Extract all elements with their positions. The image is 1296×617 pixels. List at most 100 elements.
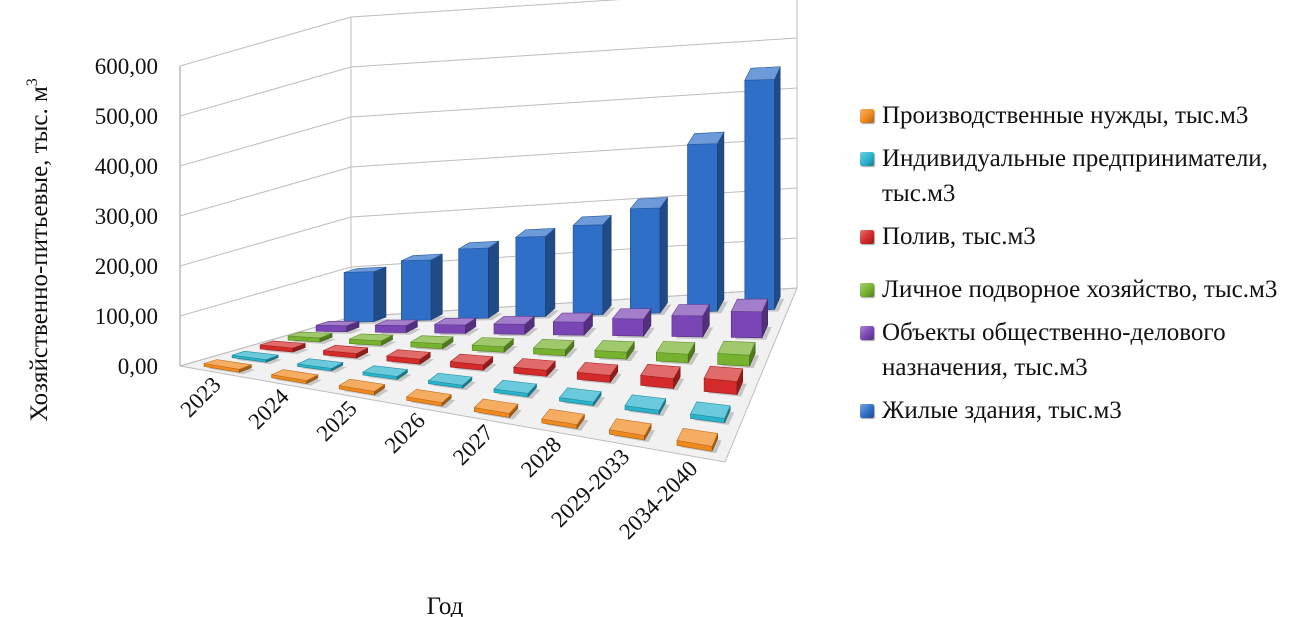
bar-top [686,131,725,145]
bar-top [744,66,781,81]
legend-item: Производственные нужды, тыс.м3 [858,98,1288,133]
bar-top [362,365,409,377]
bar-top [385,349,432,360]
bar-front [629,207,661,315]
bar-front [343,271,375,323]
bar-front [671,315,704,338]
bar-front [552,321,585,336]
bar [611,307,655,339]
bar [558,387,606,408]
bar-top [322,344,369,354]
bar-top [473,398,519,414]
bar [427,372,476,391]
bar-top [344,266,387,273]
bar [594,340,639,362]
x-tick-label: 2024 [244,384,295,435]
bar [362,365,412,382]
bar [270,369,322,386]
bar [385,349,435,367]
bar [315,320,363,334]
bar-front [400,259,432,322]
y-axis-title-text: Хозяйственно-питьевые, тыс. м [26,86,53,422]
gridline [179,137,798,217]
legend-label: Индивидуальные предприниматели, тыс.м3 [882,145,1268,207]
bar [703,365,747,397]
bar-top [608,418,652,436]
bar-front [458,247,489,320]
bar [624,394,670,417]
x-tick-label: 2025 [312,396,362,446]
bar-side [373,266,387,323]
bar [640,363,685,391]
legend: Производственные нужды, тыс.м3 Индивидуал… [858,98,1288,436]
bar [576,362,622,385]
bar [513,358,560,379]
x-tick-label: 2028 [516,432,566,482]
bar [296,358,347,373]
bar-top [541,408,585,426]
y-axis-ticks: 0,00 100,00 200,00 300,00 400,00 500,00 600,00 [95,54,158,379]
legend-item: Полив, тыс.м3 [858,219,1288,254]
bar-top [629,197,669,210]
bar-side [659,196,668,314]
gridline [179,87,798,167]
bar-top [349,333,394,342]
bar-side [602,214,612,316]
bar [552,312,597,338]
y-tick-label: 0,00 [118,354,158,379]
bar [690,401,735,425]
x-tick-label: 2023 [175,372,225,422]
bar-top [655,341,696,355]
y-tick-label: 300,00 [95,204,158,229]
gridline [179,37,798,117]
legend-label: Личное подворное хозяйство, тыс.м3 [882,276,1278,303]
bar [343,266,390,325]
bar-top [288,331,333,339]
bar [338,378,389,397]
gridline [179,0,621,67]
legend-item: Жилые здания, тыс.м3 [858,393,1288,428]
bar-top [513,358,556,371]
bar [449,353,497,373]
bar-top [558,387,602,403]
legend-item: Объекты общественно-делового назначения,… [858,315,1288,385]
bar-top [405,388,452,404]
bar [287,331,337,344]
bar [400,253,447,323]
bar-top [232,350,279,361]
y-tick-label: 600,00 [95,54,158,79]
bar-top [690,401,731,419]
bar-top [471,337,515,348]
gridline [179,187,798,267]
bar-top [594,340,635,353]
bar [203,359,256,375]
bar-front [493,323,526,335]
bar-top [730,298,769,313]
bar-front [375,324,407,333]
bar-top [270,369,319,381]
legend-swatch [860,109,874,123]
bar-front [315,324,348,333]
bar [458,240,503,321]
legend-swatch [860,326,874,340]
bar [473,398,522,420]
y-tick-label: 100,00 [95,304,158,329]
bar-front [572,224,604,316]
bar-side [545,227,556,318]
y-axis-title-superscript: 3 [24,78,41,86]
bar [629,196,672,316]
bar [717,340,760,369]
bar-top [576,362,619,376]
bar-top [375,319,418,326]
legend-label: Производственные нужды, тыс.м3 [882,102,1249,129]
bar-side [487,240,499,319]
x-tick-label: 2026 [380,408,430,458]
bar [730,298,772,340]
bar-top [532,338,575,351]
bar [405,388,456,409]
legend-item: Индивидуальные предприниматели, тыс.м3 [858,141,1288,211]
x-tick-label: 2034-2040 [614,456,702,544]
bar-top [493,315,536,325]
bar-top [401,253,443,262]
legend-swatch [860,283,874,297]
